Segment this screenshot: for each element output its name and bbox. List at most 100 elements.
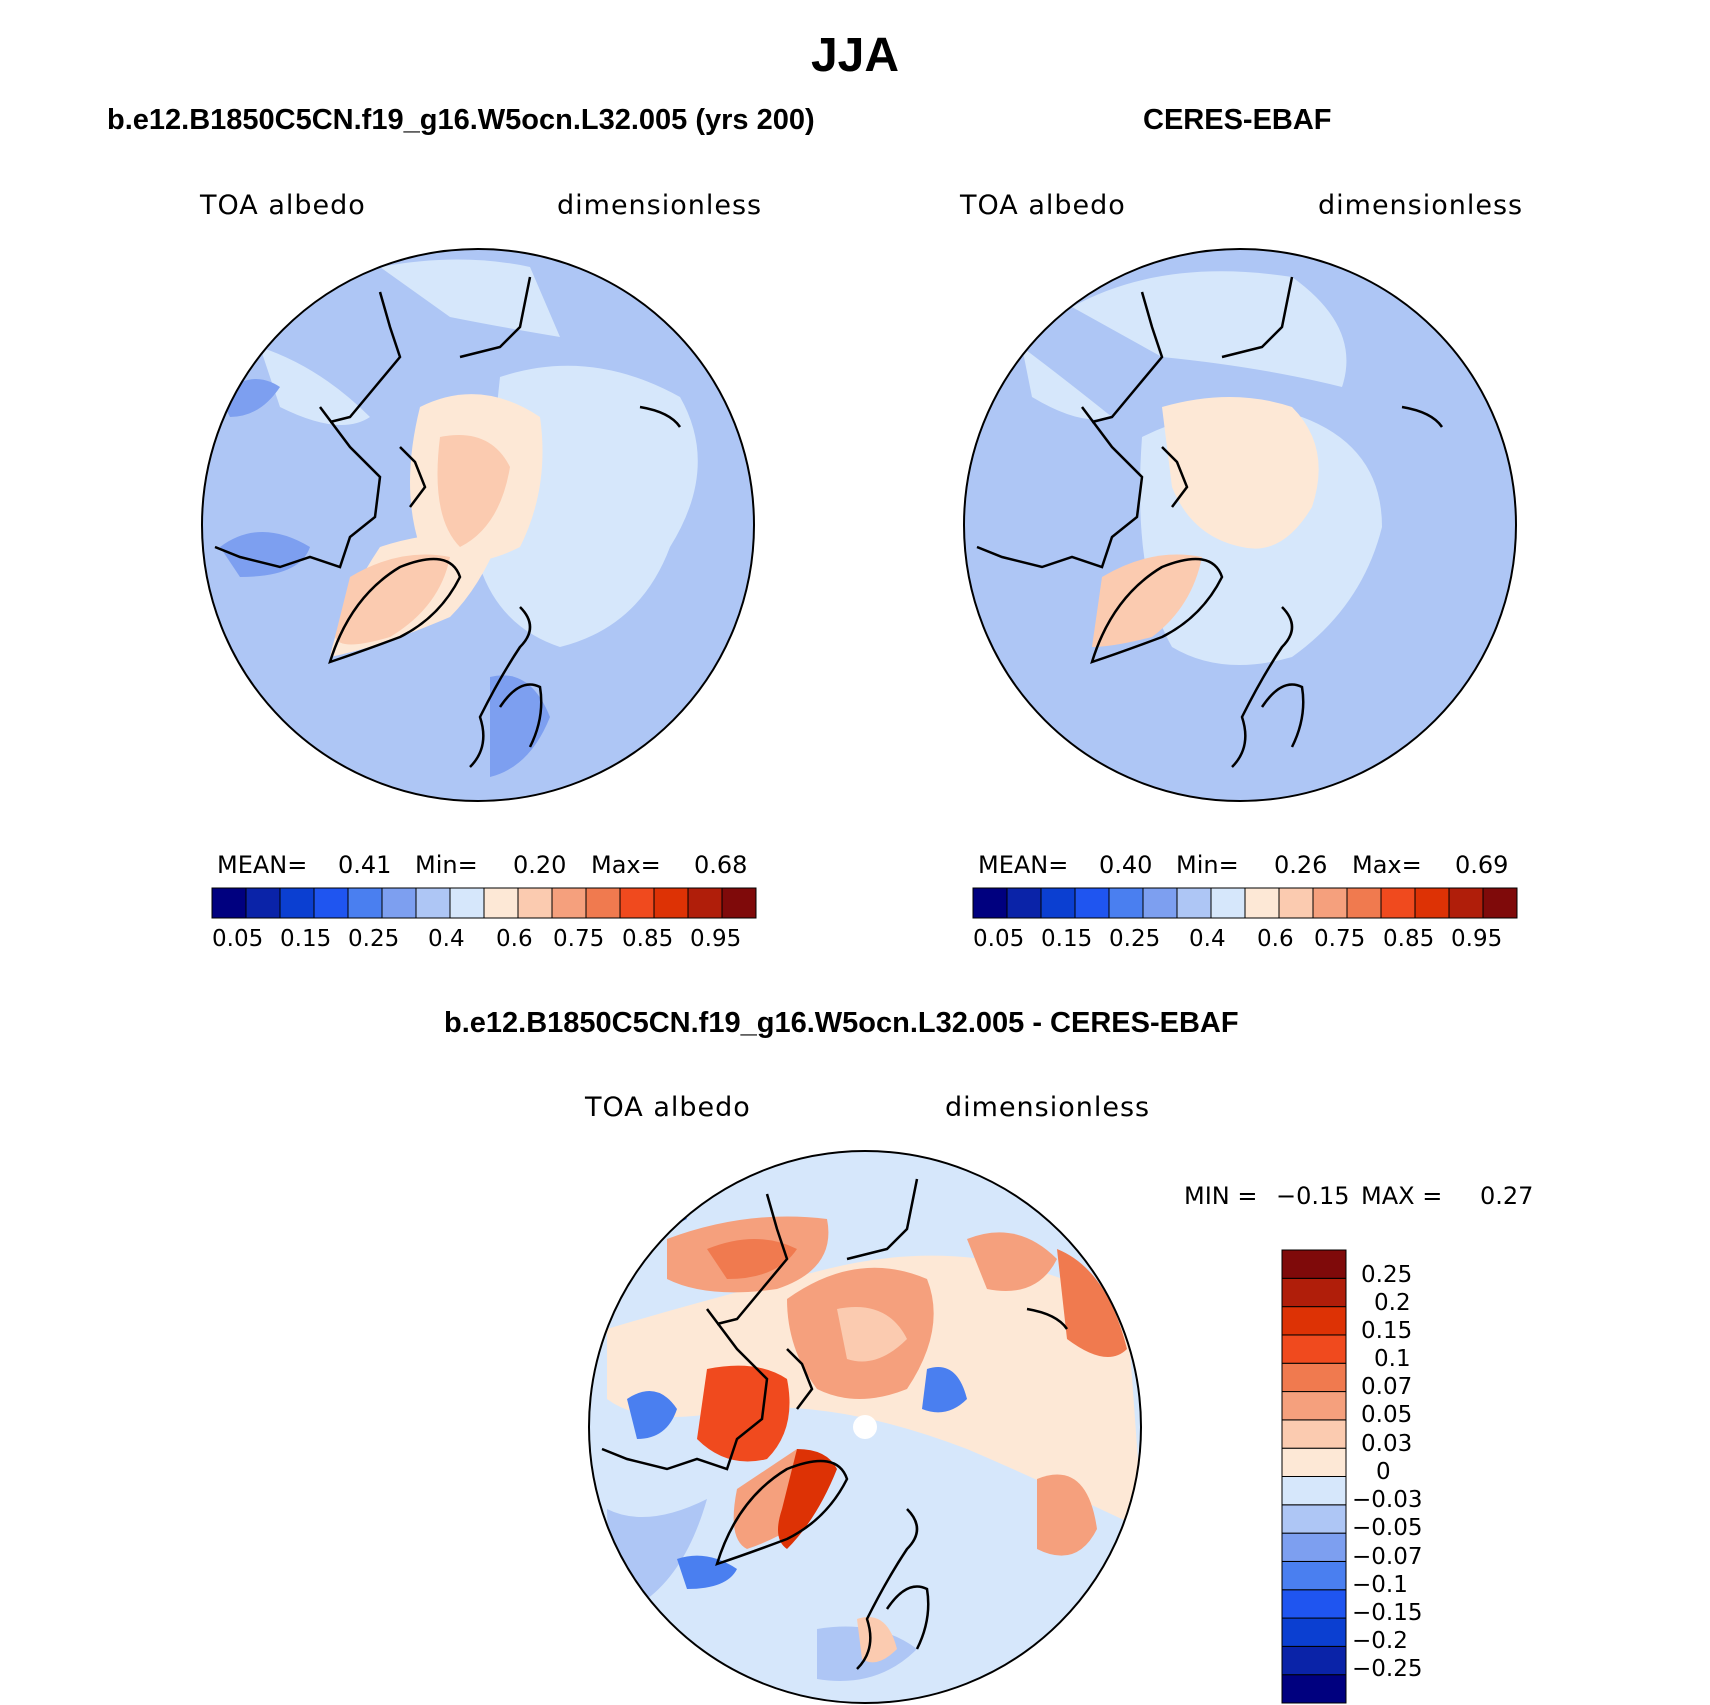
panel2-mean-value: 0.40 bbox=[1099, 851, 1153, 879]
colorbar-swatch bbox=[1281, 1560, 1347, 1591]
colorbar-swatch bbox=[585, 887, 621, 919]
colorbar-swatch bbox=[1281, 1277, 1347, 1308]
panel2-units-label: dimensionless bbox=[1318, 190, 1524, 221]
colorbar-swatch bbox=[1281, 1645, 1347, 1676]
colorbar-swatch bbox=[1380, 887, 1416, 919]
colorbar-swatch bbox=[1281, 1419, 1347, 1449]
colorbar-swatch bbox=[347, 887, 383, 919]
panel3-colorbar-tick: −0.1 bbox=[1352, 1572, 1408, 1598]
panel2-min-label: Min= bbox=[1176, 851, 1239, 879]
colorbar-swatch bbox=[1281, 1306, 1347, 1336]
panel2-colorbar-tick: 0.15 bbox=[1041, 926, 1093, 952]
panel2-colorbar-tick: 0.05 bbox=[973, 926, 1025, 952]
panel1-colorbar-tick: 0.6 bbox=[496, 926, 533, 952]
panel1-colorbar bbox=[211, 887, 757, 919]
panel1-colorbar-tick: 0.15 bbox=[280, 926, 332, 952]
panel1-mean-value: 0.41 bbox=[338, 851, 392, 879]
colorbar-swatch bbox=[1346, 887, 1382, 919]
colorbar-swatch bbox=[1281, 1362, 1347, 1393]
colorbar-swatch bbox=[972, 887, 1008, 919]
colorbar-swatch bbox=[1414, 887, 1450, 919]
panel2-colorbar-tick: 0.75 bbox=[1314, 926, 1366, 952]
panel3-colorbar-tick: −0.25 bbox=[1352, 1656, 1423, 1682]
panel3-colorbar-tick: −0.05 bbox=[1352, 1515, 1423, 1541]
colorbar-swatch bbox=[1278, 887, 1314, 919]
panel3-max-label: MAX = bbox=[1361, 1182, 1443, 1210]
colorbar-swatch bbox=[1281, 1504, 1347, 1534]
panel2-title: CERES-EBAF bbox=[1143, 104, 1332, 136]
colorbar-swatch bbox=[1108, 887, 1144, 919]
colorbar-swatch bbox=[211, 887, 247, 919]
panel1-polar-map bbox=[201, 248, 755, 802]
colorbar-swatch bbox=[1281, 1476, 1347, 1506]
panel2-colorbar-tick: 0.4 bbox=[1189, 926, 1226, 952]
panel3-colorbar-tick: −0.2 bbox=[1352, 1628, 1408, 1654]
panel1-colorbar-tick: 0.25 bbox=[348, 926, 400, 952]
panel3-colorbar-tick: 0.07 bbox=[1361, 1374, 1413, 1400]
panel2-max-value: 0.69 bbox=[1455, 851, 1509, 879]
colorbar-swatch bbox=[1281, 1391, 1347, 1421]
panel1-max-label: Max= bbox=[591, 851, 661, 879]
colorbar-swatch bbox=[1281, 1589, 1347, 1619]
colorbar-swatch bbox=[483, 887, 519, 919]
panel3-variable-label: TOA albedo bbox=[585, 1092, 751, 1123]
colorbar-swatch bbox=[1281, 1334, 1347, 1364]
panel3-colorbar-tick: 0.15 bbox=[1361, 1318, 1413, 1344]
panel3-colorbar-tick: 0.05 bbox=[1361, 1402, 1413, 1428]
panel3-polar-map bbox=[588, 1150, 1142, 1704]
panel3-min-value: −0.15 bbox=[1276, 1182, 1350, 1210]
panel1-colorbar-tick: 0.05 bbox=[212, 926, 264, 952]
panel3-colorbar bbox=[1281, 1249, 1347, 1704]
panel1-colorbar-tick: 0.75 bbox=[553, 926, 605, 952]
panel3-max-value: 0.27 bbox=[1480, 1182, 1534, 1210]
colorbar-swatch bbox=[449, 887, 485, 919]
colorbar-swatch bbox=[381, 887, 417, 919]
panel1-units-label: dimensionless bbox=[557, 190, 763, 221]
colorbar-swatch bbox=[313, 887, 349, 919]
panel3-colorbar-tick: 0.03 bbox=[1361, 1431, 1413, 1457]
colorbar-swatch bbox=[653, 887, 689, 919]
colorbar-swatch bbox=[1448, 887, 1484, 919]
colorbar-swatch bbox=[1074, 887, 1110, 919]
colorbar-swatch bbox=[1281, 1674, 1347, 1704]
colorbar-swatch bbox=[1482, 887, 1518, 919]
panel1-mean-label: MEAN= bbox=[217, 851, 308, 879]
panel2-min-value: 0.26 bbox=[1274, 851, 1328, 879]
panel2-colorbar-tick: 0.95 bbox=[1451, 926, 1503, 952]
colorbar-swatch bbox=[1281, 1617, 1347, 1647]
panel3-units-label: dimensionless bbox=[945, 1092, 1151, 1123]
panel2-colorbar-tick: 0.85 bbox=[1383, 926, 1435, 952]
colorbar-swatch bbox=[1176, 887, 1212, 919]
colorbar-swatch bbox=[517, 887, 553, 919]
panel1-title: b.e12.B1850C5CN.f19_g16.W5ocn.L32.005 (y… bbox=[107, 104, 815, 136]
panel1-min-label: Min= bbox=[415, 851, 478, 879]
main-title: JJA bbox=[810, 29, 900, 82]
panel2-variable-label: TOA albedo bbox=[960, 190, 1126, 221]
colorbar-swatch bbox=[1281, 1447, 1347, 1477]
colorbar-swatch bbox=[1210, 887, 1246, 919]
panel1-variable-label: TOA albedo bbox=[200, 190, 366, 221]
panel3-colorbar-tick: −0.07 bbox=[1352, 1544, 1423, 1570]
panel1-colorbar-tick: 0.4 bbox=[428, 926, 465, 952]
panel3-colorbar-tick: 0.2 bbox=[1374, 1290, 1411, 1316]
colorbar-swatch bbox=[279, 887, 315, 919]
colorbar-swatch bbox=[1281, 1249, 1347, 1279]
panel1-colorbar-tick: 0.85 bbox=[622, 926, 674, 952]
colorbar-swatch bbox=[687, 887, 723, 919]
panel3-colorbar-tick: −0.15 bbox=[1352, 1600, 1423, 1626]
panel3-colorbar-tick: −0.03 bbox=[1352, 1487, 1423, 1513]
panel3-min-label: MIN = bbox=[1184, 1182, 1258, 1210]
colorbar-swatch bbox=[551, 887, 587, 919]
panel1-max-value: 0.68 bbox=[694, 851, 748, 879]
panel3-colorbar-tick: 0.1 bbox=[1374, 1346, 1411, 1372]
panel2-colorbar-tick: 0.6 bbox=[1257, 926, 1294, 952]
panel1-colorbar-tick: 0.95 bbox=[690, 926, 742, 952]
panel1-min-value: 0.20 bbox=[513, 851, 567, 879]
colorbar-swatch bbox=[415, 887, 451, 919]
panel3-title: b.e12.B1850C5CN.f19_g16.W5ocn.L32.005 - … bbox=[444, 1007, 1239, 1039]
colorbar-swatch bbox=[245, 887, 281, 919]
panel2-mean-label: MEAN= bbox=[978, 851, 1069, 879]
colorbar-swatch bbox=[1142, 887, 1178, 919]
panel3-colorbar-tick: 0 bbox=[1376, 1459, 1391, 1485]
colorbar-swatch bbox=[619, 887, 655, 919]
